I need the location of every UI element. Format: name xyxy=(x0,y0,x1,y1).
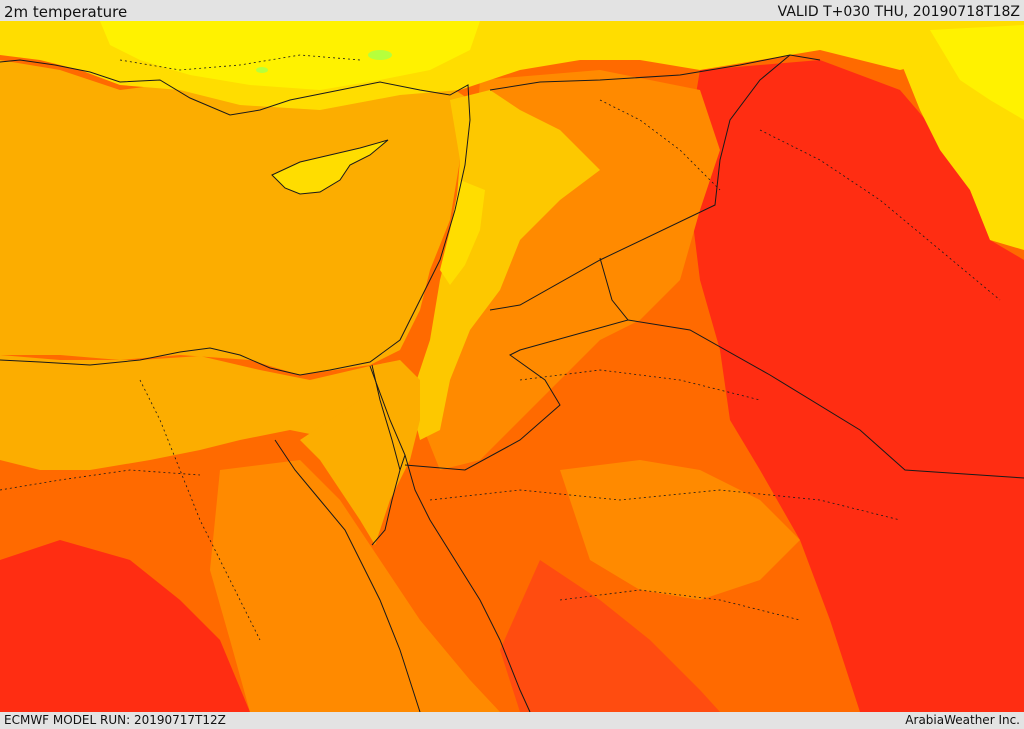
south-orange-patch xyxy=(210,460,500,712)
header-bar: 2m temperature VALID T+030 THU, 20190718… xyxy=(0,0,1024,21)
sinai-zone xyxy=(300,360,420,545)
green-spot xyxy=(256,67,268,73)
mediterranean-sea-zone xyxy=(0,60,470,375)
northeast-bright-yellow xyxy=(930,25,1024,120)
province-lines xyxy=(0,54,1001,641)
country-borders xyxy=(369,54,1024,479)
egypt-north-zone xyxy=(0,355,400,470)
map-title: 2m temperature xyxy=(4,3,128,21)
cyprus-island xyxy=(271,139,389,195)
turkey-bright-yellow xyxy=(100,21,480,90)
model-run-label: ECMWF MODEL RUN: 20190717T12Z xyxy=(4,713,226,727)
levant-coast-yellow xyxy=(410,90,600,440)
credit-label: ArabiaWeather Inc. xyxy=(905,713,1020,727)
red-zone-south-arabia xyxy=(500,560,720,712)
red-sea-coast-east xyxy=(404,454,531,712)
footer-bar: ECMWF MODEL RUN: 20190717T12Z ArabiaWeat… xyxy=(0,712,1024,729)
arabia-orange-patch xyxy=(560,460,800,600)
mediterranean-coastline xyxy=(0,59,471,376)
temperature-map xyxy=(0,21,1024,712)
red-zone-east xyxy=(690,60,1024,712)
levant-ridge-yellow xyxy=(440,180,485,285)
green-spot xyxy=(368,50,392,60)
red-sea-coast-west xyxy=(274,439,421,712)
red-zone-southwest xyxy=(0,540,250,712)
valid-time: VALID T+030 THU, 20190718T18Z xyxy=(777,4,1020,20)
map-canvas xyxy=(0,21,1024,712)
